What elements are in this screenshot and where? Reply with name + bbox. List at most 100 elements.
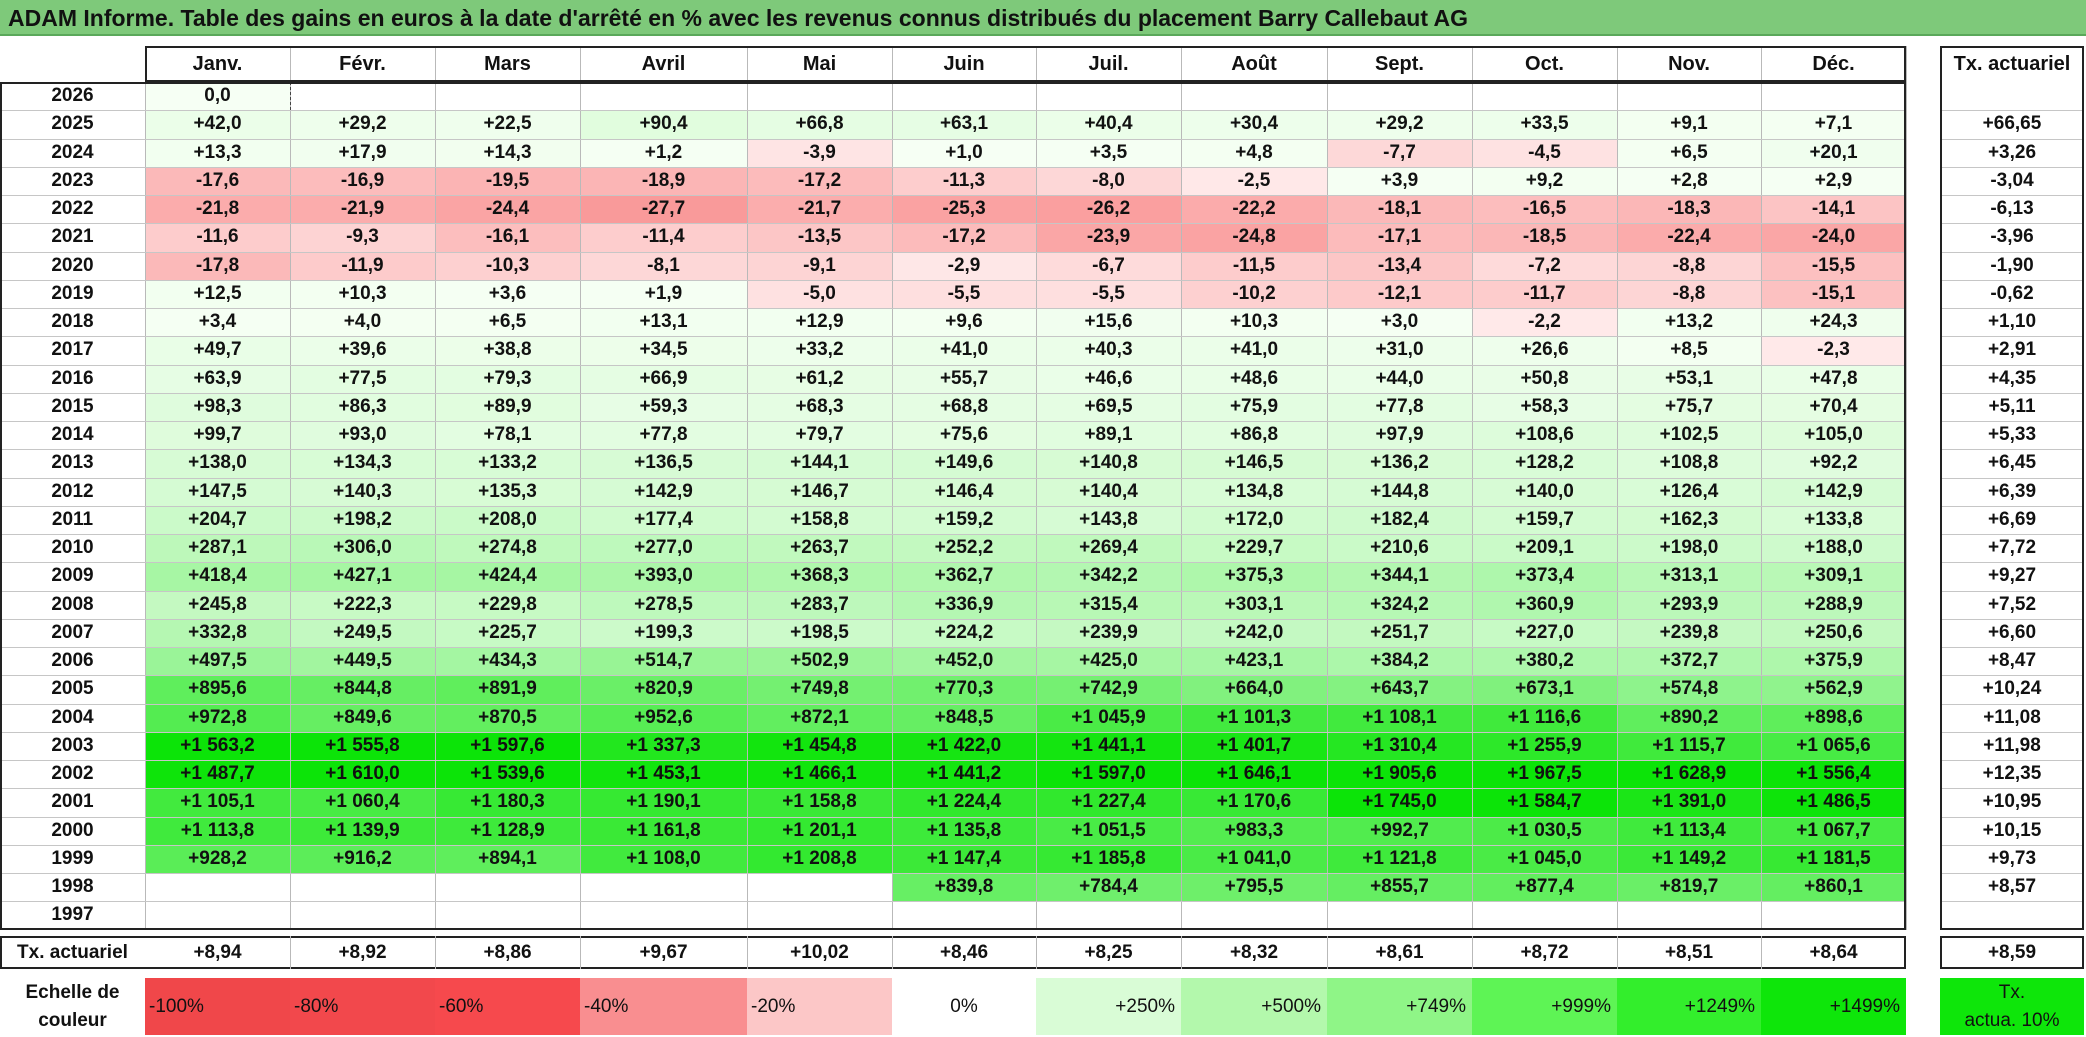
gain-cell: +277,0 — [580, 534, 747, 563]
rate-cell: +3,26 — [1987, 141, 2037, 163]
year-label: 2006 — [51, 650, 94, 672]
gain-cell: -10,3 — [435, 251, 580, 280]
grid-line — [1940, 590, 2084, 592]
gain-cell: +3,5 — [1036, 138, 1181, 167]
rate-cell: +4,35 — [1987, 367, 2037, 389]
grid-line — [0, 195, 1906, 196]
color-scale-swatch: -20% — [747, 978, 892, 1035]
rate-cell — [1940, 901, 2084, 929]
grid-line — [1940, 788, 2084, 790]
gain-cell — [1472, 82, 1617, 111]
gain-cell: +263,7 — [747, 534, 892, 563]
footer-rate: +10,02 — [790, 941, 849, 963]
gain-cell: +59,3 — [580, 392, 747, 421]
gain-cell: +159,7 — [1472, 505, 1617, 534]
gain-cell: 0,0 — [145, 82, 290, 111]
gain-cell: +749,8 — [747, 675, 892, 704]
gain-cell: +75,7 — [1617, 392, 1761, 421]
year-label: 2010 — [51, 537, 94, 559]
year-label: 1998 — [51, 876, 94, 898]
gain-cell: -13,4 — [1327, 251, 1472, 280]
gain-cell: -15,5 — [1761, 251, 1906, 280]
gain-cell: +972,8 — [145, 703, 290, 732]
rate-cell: -3,04 — [1990, 169, 2034, 191]
gain-cell: -5,5 — [892, 279, 1036, 308]
rate-cell: +6,60 — [1987, 621, 2037, 643]
gain-cell: +839,8 — [892, 873, 1036, 902]
gain-cell: +1 224,4 — [892, 788, 1036, 817]
gain-cell: +61,2 — [747, 364, 892, 393]
gain-cell: +140,4 — [1036, 477, 1181, 506]
gain-cell: +673,1 — [1472, 675, 1617, 704]
gain-cell: -24,4 — [435, 195, 580, 224]
gain-cell: +1 441,2 — [892, 760, 1036, 789]
gain-cell: +916,2 — [290, 844, 435, 873]
gain-cell — [435, 82, 580, 111]
gain-cell: +332,8 — [145, 618, 290, 647]
grid-line — [1940, 816, 2084, 818]
gain-cell: -27,7 — [580, 195, 747, 224]
year-label: 2025 — [51, 113, 94, 135]
grid-line — [0, 901, 1906, 903]
grid-line — [1940, 703, 2084, 705]
gain-cell: +373,4 — [1472, 562, 1617, 591]
gain-cell — [145, 901, 290, 930]
gain-cell: +1 422,0 — [892, 731, 1036, 760]
gain-cell: +159,2 — [892, 505, 1036, 534]
gain-cell: -8,1 — [580, 251, 747, 280]
gain-cell: +502,9 — [747, 647, 892, 676]
gain-cell: +12,9 — [747, 308, 892, 337]
grid-line — [1940, 534, 2084, 535]
gain-cell: +77,8 — [1327, 392, 1472, 421]
gain-cell: +98,3 — [145, 392, 290, 421]
gain-cell: -14,1 — [1761, 195, 1906, 224]
gain-cell: +362,7 — [892, 562, 1036, 591]
gain-cell: +198,5 — [747, 618, 892, 647]
gain-cell: +393,0 — [580, 562, 747, 591]
footer-rate: +8,86 — [483, 941, 532, 963]
year-label: 2001 — [51, 791, 94, 813]
gain-cell: +293,9 — [1617, 590, 1761, 619]
rate-header: Tx. actuariel — [1953, 52, 2071, 75]
gain-cell: +66,9 — [580, 364, 747, 393]
gain-cell: +227,0 — [1472, 618, 1617, 647]
gain-cell: +6,5 — [435, 308, 580, 337]
gain-cell: +1 185,8 — [1036, 844, 1181, 873]
gain-cell: +643,7 — [1327, 675, 1472, 704]
gain-cell: +172,0 — [1181, 505, 1327, 534]
gain-cell: +75,6 — [892, 421, 1036, 450]
gain-cell: +1 628,9 — [1617, 760, 1761, 789]
grid-line — [435, 936, 436, 969]
color-scale-swatch: 0% — [892, 978, 1036, 1035]
gain-cell: +1 149,2 — [1617, 844, 1761, 873]
gain-cell: +384,2 — [1327, 647, 1472, 676]
year-label: 2021 — [51, 226, 94, 248]
gain-cell: +819,7 — [1617, 873, 1761, 902]
gain-cell: -11,6 — [145, 223, 290, 252]
gain-cell: +142,9 — [1761, 477, 1906, 506]
gain-cell: -24,8 — [1181, 223, 1327, 252]
gain-cell: +1 180,3 — [435, 788, 580, 817]
scale-label-line: couleur — [38, 1009, 107, 1031]
gain-cell: +309,1 — [1761, 562, 1906, 591]
grid-line — [892, 46, 893, 930]
rate-cell: -0,62 — [1990, 282, 2034, 304]
footer-rate: +9,67 — [639, 941, 688, 963]
gain-cell: -17,1 — [1327, 223, 1472, 252]
gain-cell: +63,9 — [145, 364, 290, 393]
gain-cell: +12,5 — [145, 279, 290, 308]
gain-cell: -17,2 — [747, 166, 892, 195]
month-header: Juil. — [1088, 52, 1129, 75]
gain-cell — [1761, 901, 1906, 930]
gain-cell — [290, 873, 435, 902]
gain-cell: +140,0 — [1472, 477, 1617, 506]
gain-cell: +208,0 — [435, 505, 580, 534]
gain-cell: +135,3 — [435, 477, 580, 506]
footer-rate: +8,61 — [1375, 941, 1424, 963]
gain-cell: +1 646,1 — [1181, 760, 1327, 789]
gain-cell: +146,5 — [1181, 449, 1327, 478]
grid-line — [1940, 477, 2084, 479]
gain-cell: -11,7 — [1472, 279, 1617, 308]
gain-cell: -26,2 — [1036, 195, 1181, 224]
grid-line — [0, 166, 1906, 168]
